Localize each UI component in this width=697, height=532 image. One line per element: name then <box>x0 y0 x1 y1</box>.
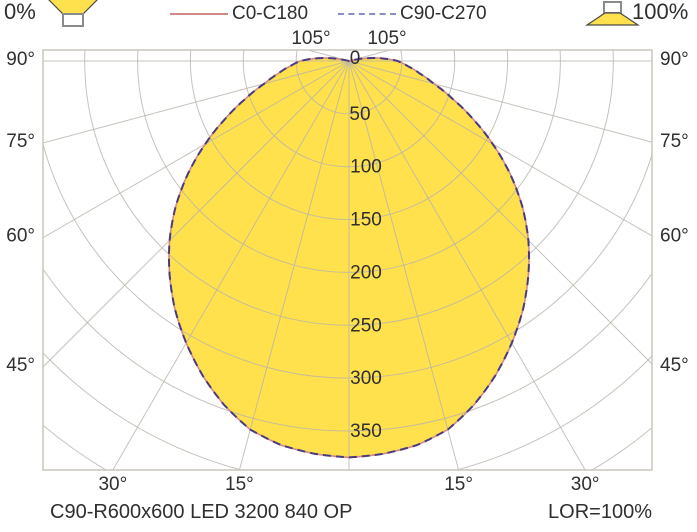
angle-grid-ray--45 <box>43 60 350 368</box>
radial-tick-label-50: 50 <box>349 104 370 125</box>
legend-label-c0-c180: C0-C180 <box>232 3 309 24</box>
intensity-curve-c90-c270 <box>168 56 530 459</box>
radial-tick-label-300: 300 <box>350 368 382 389</box>
angle-grid-ray--75 <box>43 60 350 144</box>
legend-line-c90-c270 <box>338 13 396 15</box>
chart-frame <box>42 49 653 471</box>
angle-grid-ray-30 <box>348 60 586 470</box>
radial-tick-label-250: 250 <box>350 315 382 336</box>
angle-label-left-75: 75° <box>6 131 35 152</box>
angle-label-right-60: 60° <box>660 226 689 247</box>
angle-label-top-left-105: 105° <box>291 28 330 49</box>
angle-label-bottom-left-30: 30° <box>98 474 127 495</box>
angle-label-left-60: 60° <box>6 226 35 247</box>
angle-label-bottom-right-30: 30° <box>571 474 600 495</box>
angle-label-right-45: 45° <box>660 355 689 376</box>
lor-value: LOR=100% <box>548 501 652 523</box>
angle-label-right-75: 75° <box>660 131 689 152</box>
downlight-percentage: 100% <box>632 0 689 24</box>
angle-grid-ray--30 <box>112 60 350 470</box>
uplight-fixture-shape <box>62 13 84 27</box>
angle-label-right-90: 90° <box>660 49 689 70</box>
uplight-luminaire-icon <box>48 0 98 27</box>
downlight-luminaire-icon <box>585 1 640 26</box>
legend-label-c90-c270: C90-C270 <box>400 3 487 24</box>
angle-label-bottom-right-15: 15° <box>444 474 473 495</box>
legend-line-c0-c180 <box>170 13 228 15</box>
angle-grid-ray-45 <box>348 60 652 365</box>
radial-tick-label-150: 150 <box>350 210 382 231</box>
radial-tick-label-0: 0 <box>350 48 361 69</box>
radial-tick-label-200: 200 <box>350 262 382 283</box>
angle-label-left-90: 90° <box>6 49 35 70</box>
angle-label-bottom-left-15: 15° <box>225 474 254 495</box>
angle-grid-ray-15 <box>348 60 460 470</box>
downlight-cone-shape <box>585 12 640 26</box>
angle-grid-ray-75 <box>348 60 652 143</box>
angle-grid-ray--15 <box>238 60 350 470</box>
luminaire-title: C90-R600x600 LED 3200 840 OP <box>50 501 353 523</box>
radial-tick-label-100: 100 <box>350 157 382 178</box>
uplight-percentage: 0% <box>4 0 36 24</box>
angle-label-top-right-105: 105° <box>367 28 406 49</box>
radial-tick-label-350: 350 <box>350 421 382 442</box>
angle-label-left-45: 45° <box>6 355 35 376</box>
